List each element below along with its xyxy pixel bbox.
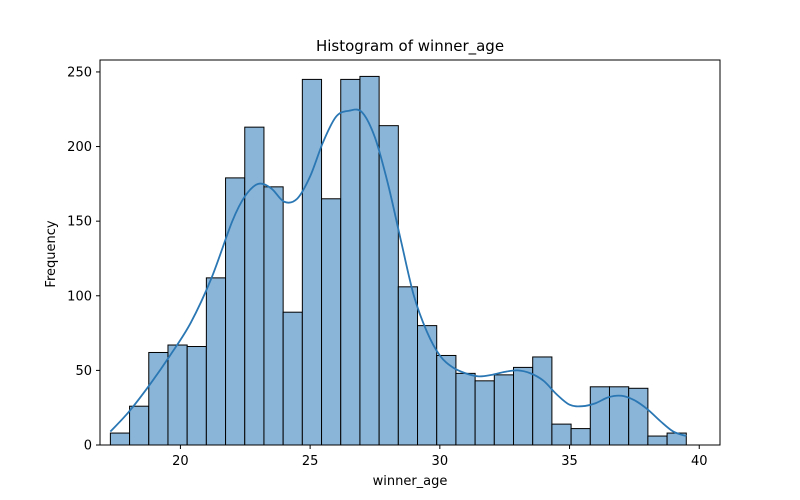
kde-layer (109, 108, 687, 437)
x-tick-label: 25 (302, 454, 319, 469)
bars-layer (109, 75, 687, 446)
histogram-bar (340, 78, 361, 446)
kde-line (109, 108, 687, 437)
y-tick-label: 0 (84, 439, 92, 454)
histogram-bar (455, 372, 476, 446)
y-tick-label: 100 (67, 289, 92, 304)
y-tick-label: 250 (67, 65, 92, 80)
histogram-bar (186, 346, 207, 446)
histogram-bar (417, 325, 438, 446)
histogram-bar (436, 354, 457, 446)
y-tick-label: 200 (67, 140, 92, 155)
histogram-bar (513, 366, 534, 446)
axes-layer (99, 59, 721, 446)
histogram-bar (474, 380, 495, 446)
histogram-bar (321, 198, 342, 446)
y-tick-label: 150 (67, 215, 92, 230)
plot-frame (99, 59, 721, 446)
histogram-bar (109, 432, 131, 446)
y-tick-label: 50 (75, 364, 92, 379)
ticks-layer: 20 25 30 35 40 0 50 100 150 200 250 (67, 65, 707, 469)
x-tick-label: 30 (432, 454, 449, 469)
x-axis-label: winner_age (373, 474, 448, 489)
histogram-bar (589, 386, 610, 446)
histogram-bar (378, 125, 399, 446)
histogram-bar (551, 423, 572, 446)
histogram-bar (244, 126, 265, 446)
histogram-bar (647, 435, 668, 446)
histogram-bar (205, 277, 227, 446)
histogram-bar (570, 428, 591, 446)
histogram-bar (359, 75, 380, 446)
histogram-bar (532, 356, 553, 446)
histogram-bar (167, 344, 188, 446)
histogram-bar (148, 351, 169, 446)
histogram-bar (263, 186, 284, 446)
histogram-bar (301, 78, 323, 446)
x-tick-label: 20 (172, 454, 189, 469)
histogram-bar (628, 387, 649, 446)
histogram-bar (282, 311, 303, 446)
histogram-bar (397, 286, 419, 446)
histogram-bar (493, 374, 515, 446)
chart-title: Histogram of winner_age (316, 37, 504, 56)
x-tick-label: 40 (691, 454, 708, 469)
x-tick-label: 35 (561, 454, 578, 469)
y-axis-label: Frequency (44, 220, 59, 287)
histogram-bar (225, 177, 246, 446)
histogram-bar (129, 405, 150, 446)
